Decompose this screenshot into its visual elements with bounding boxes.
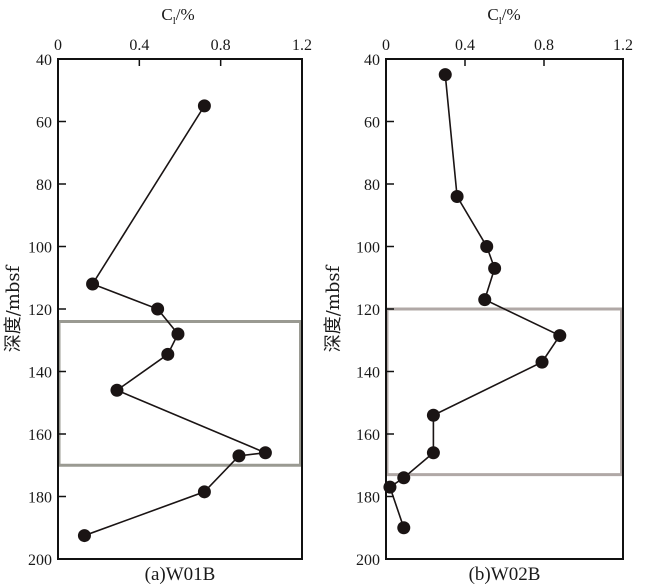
panel-label: (a)W01B xyxy=(145,564,216,584)
x-tick-label: 0.8 xyxy=(211,37,231,54)
data-point xyxy=(258,446,272,460)
data-point xyxy=(383,480,397,494)
y-tick-label: 40 xyxy=(36,52,52,69)
y-tick-label: 140 xyxy=(28,365,52,382)
data-point xyxy=(426,408,440,422)
data-point xyxy=(438,68,452,82)
data-point xyxy=(535,355,549,369)
y-tick-label: 200 xyxy=(28,552,52,569)
data-point xyxy=(488,261,502,275)
data-point xyxy=(426,446,440,460)
data-point xyxy=(110,383,124,397)
y-tick-label: 160 xyxy=(28,427,52,444)
data-point xyxy=(553,329,567,343)
x-axis-title: Cl/% xyxy=(161,5,194,27)
x-tick-label: 0.4 xyxy=(455,37,475,54)
x-tick-label: 0.4 xyxy=(129,37,149,54)
y-axis-label: 深度/mbsf xyxy=(3,264,24,352)
y-tick-label: 140 xyxy=(356,365,380,382)
y-axis-label: 深度/mbsf xyxy=(323,264,344,352)
x-axis-title: Cl/% xyxy=(487,5,520,27)
x-tick-label: 0.8 xyxy=(534,37,554,54)
y-tick-label: 80 xyxy=(36,177,52,194)
data-point xyxy=(197,99,211,113)
data-point xyxy=(450,190,464,203)
highlight-band xyxy=(385,307,623,477)
y-tick-label: 120 xyxy=(356,302,380,319)
data-point xyxy=(86,277,100,291)
data-point xyxy=(151,302,165,316)
panel-b: 0 0.4 0.8 1.2 40 60 80 100 120 140 160 180 200 Cl/% 深度… xyxy=(323,5,633,584)
y-tick-label: 100 xyxy=(356,240,380,257)
y-tick-label: 180 xyxy=(28,490,52,507)
x-tick-label: 0 xyxy=(382,37,390,54)
y-tick-label: 80 xyxy=(364,177,380,194)
y-tick-label: 60 xyxy=(36,115,52,132)
x-tick-label: 1.2 xyxy=(613,37,633,54)
y-tick-label: 40 xyxy=(364,52,380,69)
x-tick-label: 0 xyxy=(54,37,62,54)
panel-a: 0 0.4 0.8 1.2 40 60 80 100 120 140 160 180 200 Cl/% 深度… xyxy=(3,5,312,584)
data-point xyxy=(77,529,91,543)
data-point xyxy=(397,521,411,535)
data-point xyxy=(478,293,492,307)
data-point xyxy=(161,347,175,361)
y-tick-label: 180 xyxy=(356,490,380,507)
y-tick-label: 160 xyxy=(356,427,380,444)
y-tick-label: 60 xyxy=(364,115,380,132)
x-tick-label: 1.2 xyxy=(292,37,312,54)
data-point xyxy=(197,485,211,499)
panel-label: (b)W02B xyxy=(469,564,541,584)
data-point xyxy=(232,449,246,463)
data-point xyxy=(171,327,185,341)
plot-frame xyxy=(57,58,303,560)
y-tick-label: 120 xyxy=(28,302,52,319)
y-tick-label: 200 xyxy=(356,552,380,569)
series-line xyxy=(84,105,269,537)
highlight-band xyxy=(57,320,302,467)
y-tick-label: 100 xyxy=(28,240,52,257)
data-point xyxy=(480,240,494,253)
series-line xyxy=(388,74,561,529)
data-point xyxy=(397,471,411,485)
